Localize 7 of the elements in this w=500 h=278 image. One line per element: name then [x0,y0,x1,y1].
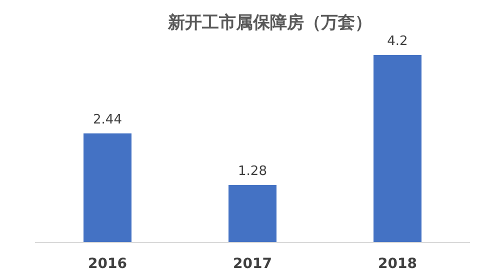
data-label: 4.2 [387,34,408,49]
x-tick-label: 2018 [378,256,417,272]
chart-title: 新开工市属保障房（万套） [167,13,372,33]
data-label: 2.44 [93,112,122,128]
x-tick-label: 2017 [233,256,272,272]
data-label: 1.28 [238,164,267,180]
x-tick-label: 2016 [88,256,127,272]
